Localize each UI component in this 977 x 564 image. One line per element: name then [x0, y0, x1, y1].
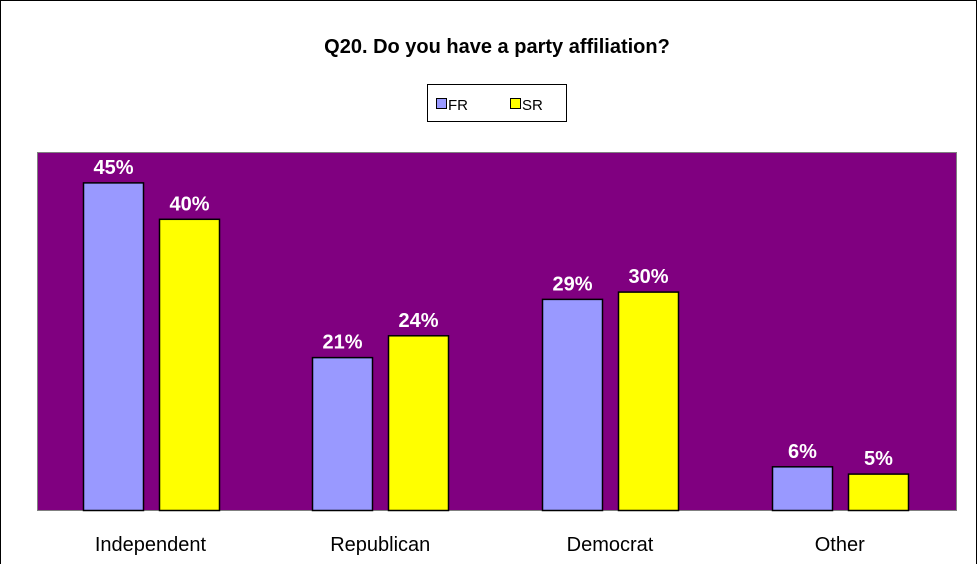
bar-sr-republican	[387, 335, 450, 512]
data-label-fr-democrat: 29%	[552, 273, 592, 295]
category-labels-layer: Independent Republican Democrat Other	[95, 534, 865, 556]
category-label-independent: Independent	[95, 534, 207, 556]
chart-legend: FR SR	[427, 84, 567, 122]
bars-layer	[82, 182, 910, 512]
legend-swatch-fr	[436, 98, 447, 109]
legend-label-sr: SR	[522, 97, 543, 114]
category-label-other: Other	[815, 534, 865, 556]
bar-fr-independent	[82, 182, 145, 512]
bar-sr-other	[847, 473, 910, 512]
data-label-sr-democrat: 30%	[628, 266, 668, 288]
data-label-sr-independent: 40%	[169, 193, 209, 215]
bar-sr-democrat	[617, 291, 680, 512]
legend-swatch-sr	[510, 98, 521, 109]
legend-label-fr: FR	[448, 97, 468, 114]
data-label-fr-republican: 21%	[322, 332, 362, 354]
data-label-sr-republican: 24%	[398, 310, 438, 332]
value-labels-layer: 45% 40% 21% 24% 29% 30% 6% 5%	[93, 157, 893, 470]
legend-box	[427, 84, 567, 122]
data-label-sr-other: 5%	[864, 448, 893, 470]
category-label-republican: Republican	[330, 534, 430, 556]
bar-fr-democrat	[541, 298, 604, 512]
data-label-fr-other: 6%	[788, 441, 817, 463]
chart-title: Q20. Do you have a party affiliation?	[324, 36, 670, 58]
bar-fr-other	[771, 466, 834, 512]
category-label-democrat: Democrat	[567, 534, 654, 556]
data-label-fr-independent: 45%	[93, 157, 133, 179]
bar-sr-independent	[158, 218, 221, 512]
bar-fr-republican	[311, 356, 374, 512]
